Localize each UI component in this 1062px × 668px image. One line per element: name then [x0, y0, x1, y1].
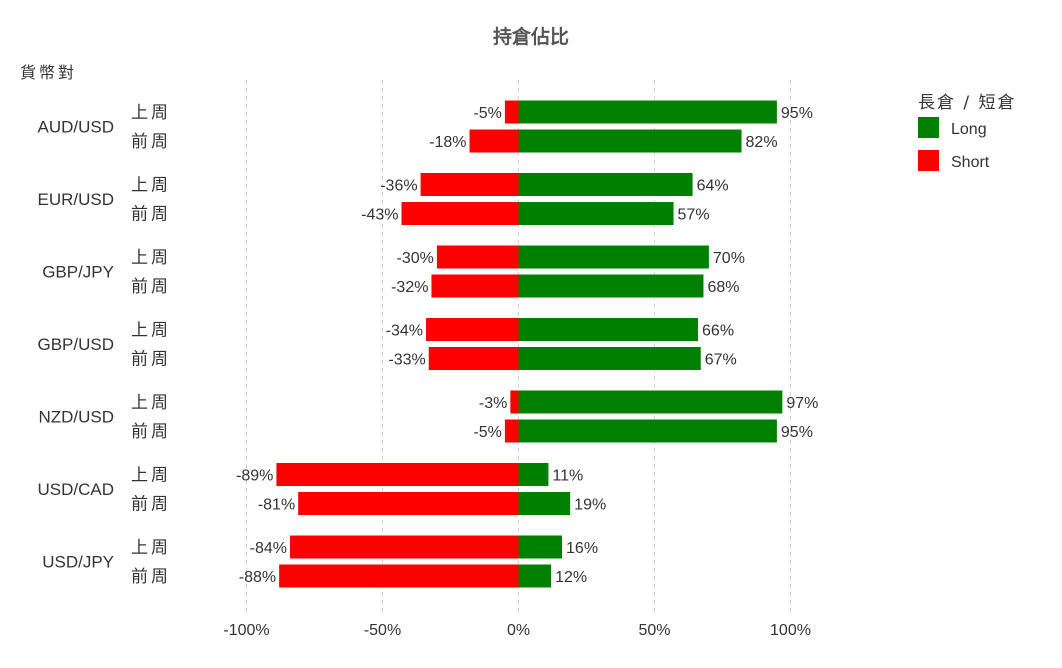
period-label: 上周 [131, 466, 171, 486]
period-label: 上周 [131, 103, 171, 123]
currency-pair-label: USD/CAD [37, 480, 114, 499]
labels: -100% -50% 0% 50% 100% AUD/USD 上周 -5% 95% 前周 -18% 8… [37, 103, 818, 639]
period-label: 前周 [131, 205, 171, 225]
legend-swatch [918, 150, 939, 171]
short-value-label: -34% [386, 323, 423, 340]
long-bar[interactable] [518, 463, 549, 486]
period-label: 前周 [131, 495, 171, 515]
long-bar[interactable] [518, 318, 699, 341]
long-bar[interactable] [518, 347, 701, 370]
short-bar[interactable] [426, 318, 519, 341]
long-bar[interactable] [518, 173, 693, 196]
short-value-label: -81% [258, 497, 295, 514]
long-bar[interactable] [518, 419, 777, 443]
long-bar[interactable] [518, 100, 777, 124]
currency-pair-label: GBP/JPY [42, 263, 114, 282]
short-value-label: -32% [391, 279, 428, 296]
legend-swatch [918, 117, 939, 138]
gridlines [246, 80, 791, 612]
short-bar[interactable] [428, 347, 519, 370]
short-value-label: -89% [236, 468, 273, 485]
currency-pair-label: USD/JPY [42, 553, 114, 572]
short-value-label: -5% [473, 424, 501, 441]
short-bar[interactable] [298, 492, 519, 515]
short-value-label: -18% [429, 134, 466, 151]
legend-label: Long [951, 121, 987, 138]
long-value-label: 16% [566, 540, 598, 557]
period-label: 上周 [131, 321, 171, 341]
period-label: 前周 [131, 567, 171, 587]
short-bar[interactable] [279, 564, 519, 588]
x-tick-label: -50% [364, 622, 401, 639]
short-value-label: -88% [239, 569, 276, 586]
currency-pair-label: GBP/USD [37, 335, 114, 354]
long-value-label: 19% [574, 497, 606, 514]
chart-title: 持倉佔比 [493, 25, 569, 48]
short-bar[interactable] [436, 245, 519, 269]
long-bar[interactable] [518, 202, 674, 225]
period-label: 上周 [131, 248, 171, 268]
short-value-label: -43% [361, 207, 398, 224]
legend-item-long[interactable]: Long [918, 117, 987, 138]
long-value-label: 70% [713, 250, 745, 267]
short-bar[interactable] [290, 535, 519, 559]
short-bar[interactable] [420, 173, 519, 196]
short-value-label: -33% [388, 352, 425, 369]
legend-label: Short [951, 154, 990, 171]
legend-title: 長倉 / 短倉 [918, 93, 1017, 113]
short-value-label: -30% [397, 250, 434, 267]
short-bar[interactable] [510, 390, 519, 414]
period-label: 前周 [131, 132, 171, 152]
long-value-label: 11% [552, 468, 583, 485]
currency-pair-label: AUD/USD [37, 118, 114, 137]
short-value-label: -36% [380, 178, 417, 195]
short-bar[interactable] [401, 202, 519, 225]
x-tick-label: 0% [507, 622, 530, 639]
long-bar[interactable] [518, 492, 571, 515]
long-value-label: 68% [707, 279, 739, 296]
long-value-label: 95% [781, 105, 813, 122]
legend[interactable]: 長倉 / 短倉 Long Short [918, 93, 1017, 171]
period-label: 前周 [131, 350, 171, 370]
x-tick-label: 100% [770, 622, 811, 639]
short-bar[interactable] [469, 129, 519, 153]
bars [276, 100, 783, 588]
period-label: 上周 [131, 538, 171, 558]
long-value-label: 82% [746, 134, 778, 151]
long-value-label: 95% [781, 424, 813, 441]
short-value-label: -84% [250, 540, 287, 557]
short-bar[interactable] [504, 100, 519, 124]
long-value-label: 12% [555, 569, 587, 586]
period-label: 前周 [131, 422, 171, 442]
short-bar[interactable] [504, 419, 519, 443]
long-value-label: 66% [702, 323, 734, 340]
x-tick-label: -100% [223, 622, 269, 639]
long-bar[interactable] [518, 390, 783, 414]
x-tick-label: 50% [638, 622, 670, 639]
long-bar[interactable] [518, 245, 709, 269]
long-bar[interactable] [518, 274, 704, 298]
period-label: 前周 [131, 277, 171, 297]
long-value-label: 64% [697, 178, 729, 195]
long-value-label: 97% [786, 395, 818, 412]
currency-pair-label: EUR/USD [37, 190, 114, 209]
long-bar[interactable] [518, 129, 742, 153]
y-axis-title: 貨幣對 [20, 63, 77, 82]
legend-item-short[interactable]: Short [918, 150, 990, 171]
short-value-label: -5% [473, 105, 501, 122]
short-bar[interactable] [431, 274, 519, 298]
period-label: 上周 [131, 176, 171, 196]
long-bar[interactable] [518, 535, 563, 559]
long-bar[interactable] [518, 564, 552, 588]
short-value-label: -3% [479, 395, 507, 412]
long-value-label: 57% [678, 207, 710, 224]
currency-pair-label: NZD/USD [38, 408, 114, 427]
period-label: 上周 [131, 393, 171, 413]
short-bar[interactable] [276, 463, 519, 486]
long-value-label: 67% [705, 352, 737, 369]
